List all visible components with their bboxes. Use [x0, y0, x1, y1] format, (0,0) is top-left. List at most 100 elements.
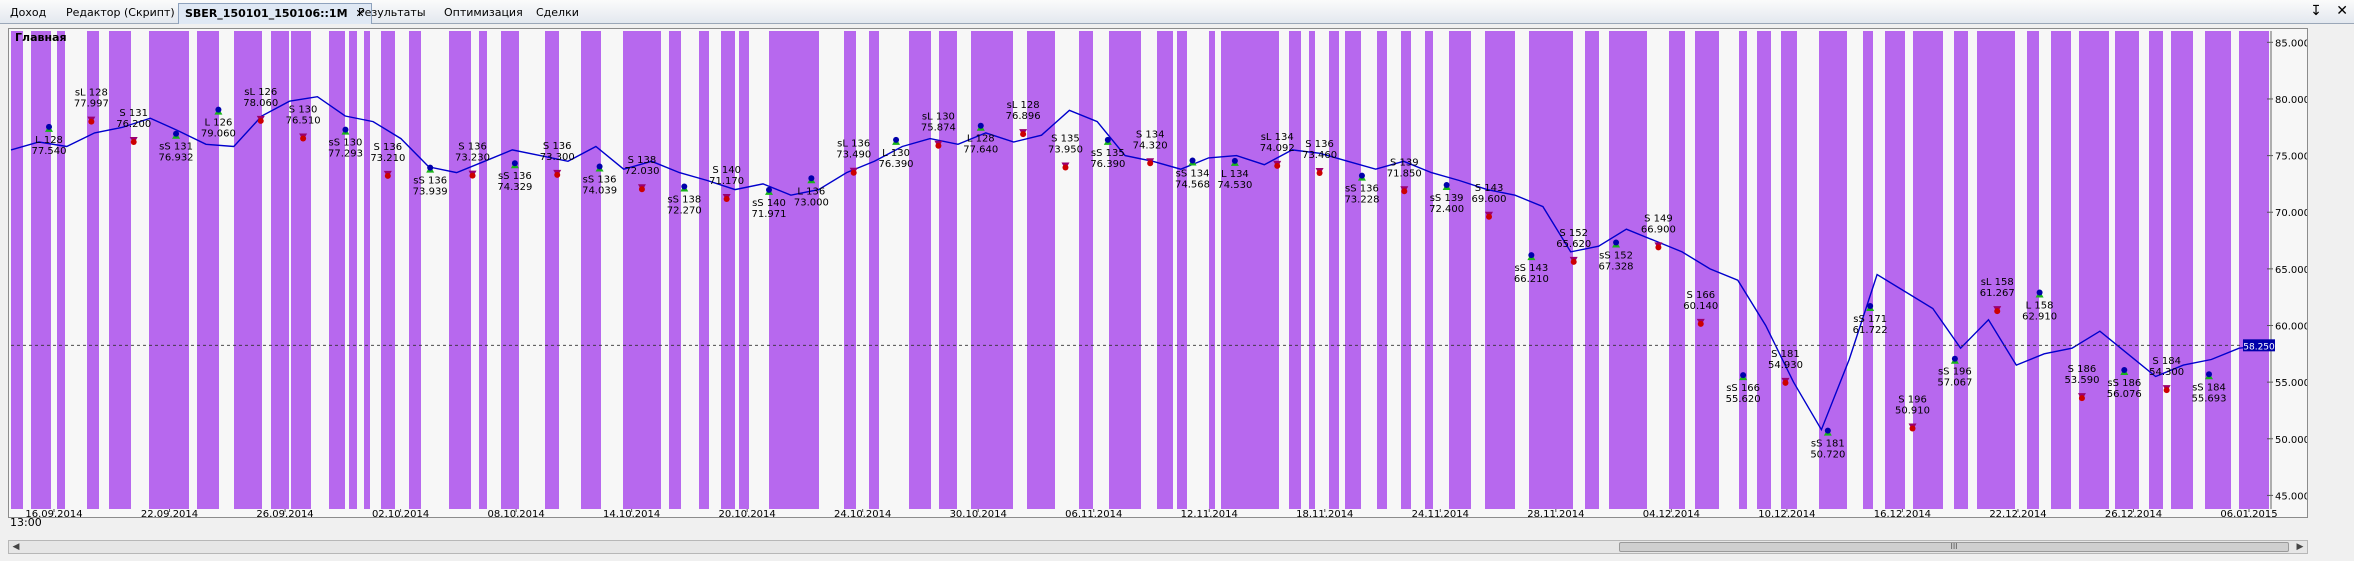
trade-marker: sS 136 73.939 [413, 164, 448, 198]
close-icon[interactable]: ✕ [2336, 3, 2348, 19]
tab-script-editor[interactable]: Редактор (Скрипт) [60, 3, 181, 23]
trade-label: sL 136 73.490 [836, 139, 871, 161]
trade-label: sS 134 74.568 [1175, 168, 1210, 190]
trade-label: S 184 54.300 [2149, 356, 2184, 378]
scrollbar-thumb[interactable]: III [1619, 542, 2289, 552]
pin-icon[interactable]: ↧ [2310, 3, 2322, 19]
trade-label: S 136 73.300 [540, 141, 575, 163]
trade-dot [1020, 131, 1027, 138]
trade-dot [384, 172, 391, 179]
trade-dot [257, 117, 264, 124]
trade-dot [850, 169, 857, 176]
arrow-right-icon[interactable]: ▶ [2296, 542, 2304, 552]
trade-label: S 196 50.910 [1895, 394, 1930, 416]
trade-label: S 143 69.600 [1472, 183, 1507, 205]
trade-label: L 128 77.640 [963, 134, 998, 156]
tab-results[interactable]: Результаты [352, 3, 432, 23]
trade-label: L 136 73.000 [794, 186, 829, 208]
session-band [1669, 31, 1685, 509]
trade-label: sS 186 56.076 [2107, 378, 2142, 400]
trade-dot [1655, 244, 1662, 251]
trade-dot [46, 123, 52, 130]
trade-marker: sS 136 74.039 [582, 163, 617, 196]
session-band [1027, 31, 1055, 509]
trade-marker: S 130 76.510 [286, 104, 321, 142]
trade-marker: L 126 79.060 [201, 106, 236, 140]
session-band [1209, 31, 1215, 509]
x-tick-label: 16.09.2014 [25, 509, 82, 517]
trade-marker: S 136 73.460 [1302, 139, 1337, 177]
tab-deals[interactable]: Сделки [530, 3, 585, 23]
x-tick-label: 02.10.2014 [372, 509, 429, 517]
trade-marker: S 152 65.620 [1556, 228, 1591, 265]
session-band [2171, 31, 2193, 509]
tab-deals-label: Сделки [536, 6, 579, 19]
chart-panel[interactable]: 85.000 80.000 75.000 70.000 65.000 60.000 55.0… [8, 28, 2308, 518]
trade-marker: sS 166 55.620 [1726, 372, 1761, 405]
session-band [329, 31, 345, 509]
trade-label: sS 181 50.720 [1810, 439, 1845, 461]
x-tick-label: 16.12.2014 [1874, 509, 1931, 517]
tab-optimization-label: Оптимизация [444, 6, 523, 19]
x-tick-label: 22.09.2014 [141, 509, 198, 517]
trade-dot [638, 186, 645, 193]
trade-marker: sS 138 72.270 [667, 183, 702, 217]
horizontal-scrollbar[interactable]: ◀ III ▶ [8, 540, 2308, 554]
trade-marker: L 158 62.910 [2022, 289, 2057, 323]
trade-label: L 130 76.390 [879, 148, 914, 170]
trade-dot [1062, 164, 1069, 171]
x-tick-label: 04.12.2014 [1643, 509, 1700, 517]
close-icon[interactable]: ✕ [355, 7, 365, 20]
session-band [1529, 31, 1573, 509]
session-band [1695, 31, 1719, 509]
trade-dot [1401, 188, 1408, 195]
y-tick-label: 65.000 [2275, 265, 2307, 276]
session-band [271, 31, 289, 509]
trade-dot [723, 195, 730, 202]
session-band [1177, 31, 1187, 509]
trade-dot [1358, 172, 1365, 179]
session-band [381, 31, 395, 509]
trade-label: S 138 72.030 [624, 155, 659, 177]
x-tick-label: 26.09.2014 [256, 509, 313, 517]
trade-label: sS 136 73.228 [1344, 184, 1379, 206]
trade-marker: L 136 73.000 [794, 175, 829, 208]
trade-dot [1740, 372, 1747, 379]
trade-label: sL 128 76.896 [1006, 100, 1041, 122]
trade-label: S 186 53.590 [2064, 364, 2099, 386]
session-band [409, 31, 421, 509]
session-band [501, 31, 519, 509]
trade-label: sL 130 75.874 [921, 112, 956, 134]
tab-sber-chart[interactable]: SBER_150101_150106::1M ✕ [178, 3, 372, 24]
trade-markers: L 128 77.540 sL 128 77.997 S 131 76.200 sS 131… [32, 87, 2227, 461]
trade-dot [1867, 302, 1874, 309]
session-band [449, 31, 471, 509]
trade-label: sS 184 55.693 [2192, 382, 2227, 404]
last-price-label: 58.250 [2243, 342, 2275, 352]
session-band [1329, 31, 1339, 509]
trade-label: L 134 74.530 [1217, 169, 1252, 191]
trade-dot [342, 126, 349, 133]
trade-marker: S 149 66.900 [1641, 213, 1676, 251]
tab-income[interactable]: Доход [4, 3, 52, 23]
price-chart[interactable]: 85.000 80.000 75.000 70.000 65.000 60.000 55.0… [9, 29, 2307, 517]
session-band [349, 31, 357, 509]
trade-marker: L 128 77.640 [963, 122, 998, 156]
session-band [197, 31, 219, 509]
session-band [2115, 31, 2139, 509]
trade-label: sS 139 72.400 [1429, 193, 1464, 215]
trade-marker: sL 136 73.490 [836, 139, 871, 176]
session-band [1401, 31, 1411, 509]
trade-label: sL 134 74.092 [1260, 132, 1295, 154]
trade-marker: L 130 76.390 [879, 136, 914, 170]
y-tick-label: 45.000 [2275, 491, 2307, 502]
trade-dot [88, 118, 95, 125]
trade-dot [1528, 252, 1535, 259]
trade-label: S 135 73.950 [1048, 133, 1083, 155]
session-band [769, 31, 819, 509]
arrow-left-icon[interactable]: ◀ [12, 542, 20, 552]
trade-dot [681, 183, 688, 190]
tab-optimization[interactable]: Оптимизация [438, 3, 529, 23]
session-band [2239, 31, 2269, 509]
x-tick-label: 20.10.2014 [719, 509, 776, 517]
